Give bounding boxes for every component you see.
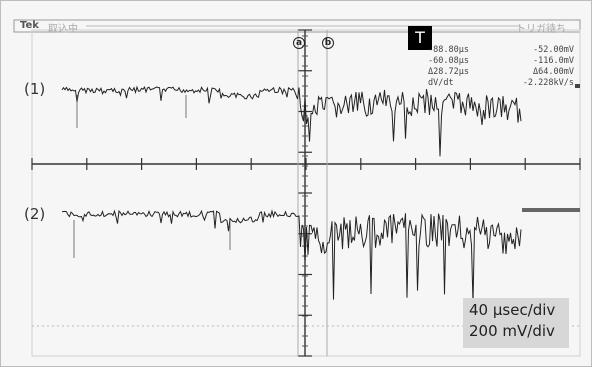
measure-delta-value: Δ64.00mV [533, 67, 574, 77]
time-scale-label: 40 µsec/div [469, 301, 556, 319]
measure-row-a: -88.80µs -52.00mV [428, 45, 574, 56]
measure-row-b: -60.08µs -116.0mV [428, 56, 574, 67]
scale-annotation: 40 µsec/div 200 mV/div [463, 298, 569, 348]
channel-2-label: (2) [24, 205, 46, 223]
cursor-a-label: a [293, 37, 305, 49]
acquisition-status: 取込中 [48, 24, 78, 35]
channel-2-waveform [61, 209, 522, 304]
trigger-marker: T [408, 26, 432, 50]
brand-label: Tek [20, 20, 39, 31]
measure-b-value: -116.0mV [533, 56, 574, 66]
trigger-status: トリガ待ち [516, 24, 566, 35]
measure-slope-label: dV/dt [428, 78, 454, 88]
top-bar-outline [13, 19, 581, 33]
measure-a-value: -52.00mV [533, 45, 574, 55]
channel-2-marker [522, 208, 580, 212]
channel-1-marker [575, 84, 580, 88]
measure-row-delta: Δ28.72µs Δ64.00mV [428, 67, 574, 78]
cursor-b-label: b [322, 37, 334, 49]
channel-1-waveform [61, 85, 522, 157]
measure-b-time: -60.08µs [428, 56, 469, 66]
measure-slope-value: -2.228kV/s [522, 78, 574, 88]
volt-scale-label: 200 mV/div [469, 322, 555, 340]
cursor-measurements: -88.80µs -52.00mV -60.08µs -116.0mV Δ28.… [428, 45, 574, 91]
channel-1-label: (1) [24, 80, 46, 98]
measure-delta-time: Δ28.72µs [428, 67, 469, 77]
measure-a-time: -88.80µs [428, 45, 469, 55]
scope-status-bar: Tek 取込中 トリガ待ち [14, 20, 580, 35]
measure-row-slope: dV/dt -2.228kV/s [428, 78, 574, 89]
